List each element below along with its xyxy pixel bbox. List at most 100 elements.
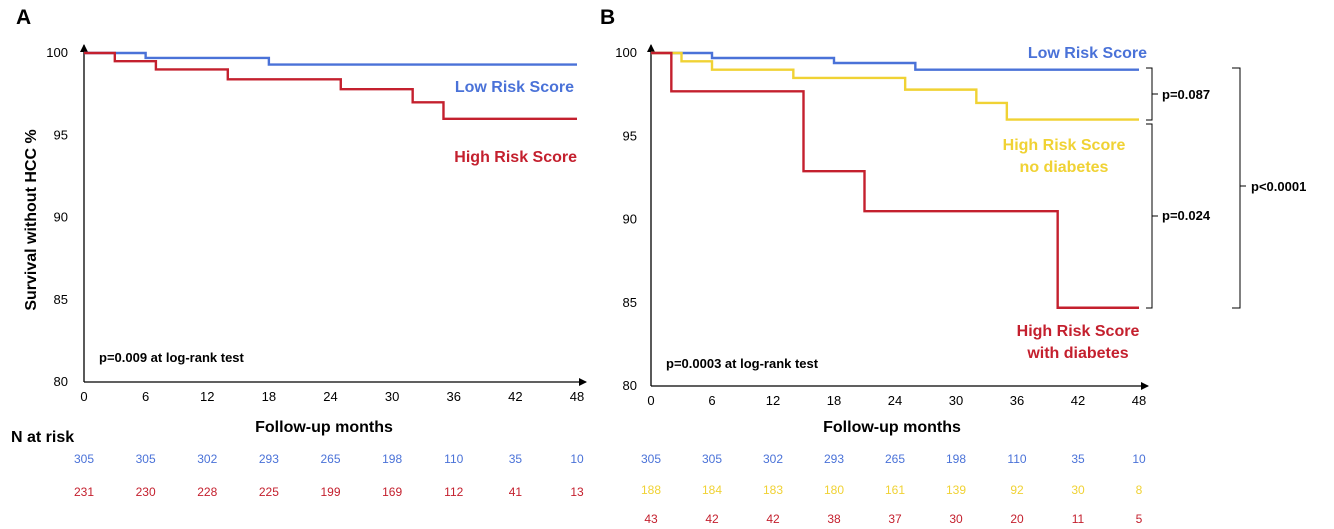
logrank-annotation: p=0.0003 at log-rank test (666, 356, 819, 371)
risk-count: 92 (1010, 483, 1024, 497)
bracket-low-vs-nodiab (1146, 67, 1153, 121)
y-tick-label: 100 (615, 45, 637, 60)
x-tick-label: 48 (1132, 393, 1146, 408)
legend-low-risk: Low Risk Score (1028, 45, 1147, 62)
x-tick-label: 0 (647, 393, 654, 408)
risk-count: 161 (885, 483, 905, 497)
y-tick-label: 80 (623, 378, 637, 393)
risk-count: 8 (1136, 483, 1143, 497)
x-tick-label: 6 (708, 393, 715, 408)
logrank-annotation: p=0.009 at log-rank test (99, 350, 245, 365)
y-tick-label: 90 (54, 210, 68, 225)
risk-count: 43 (644, 512, 658, 526)
km-curve-high-risk-score (84, 51, 577, 120)
risk-count: 183 (763, 483, 783, 497)
x-tick-label: 12 (766, 393, 780, 408)
risk-count: 10 (1132, 452, 1146, 466)
risk-count: 112 (444, 485, 463, 499)
legend-high-risk: High Risk Score (454, 149, 577, 166)
risk-count: 198 (946, 452, 966, 466)
risk-count: 38 (827, 512, 841, 526)
legend-high-no-diabetes-line1: High Risk Score (1003, 137, 1126, 154)
risk-count: 302 (197, 452, 217, 466)
x-tick-label: 24 (323, 389, 337, 404)
legend-high-with-diabetes-line1: High Risk Score (1017, 323, 1140, 340)
x-tick-label: 18 (262, 389, 276, 404)
risk-count: 41 (509, 485, 523, 499)
risk-count: 42 (705, 512, 719, 526)
risk-count: 42 (766, 512, 780, 526)
x-tick-label: 42 (1071, 393, 1085, 408)
risk-count: 110 (444, 452, 463, 466)
risk-table-label: N at risk (11, 429, 74, 446)
x-tick-label: 6 (142, 389, 149, 404)
p-value-overall: p<0.0001 (1251, 179, 1306, 194)
risk-count: 293 (824, 452, 844, 466)
risk-count: 20 (1010, 512, 1024, 526)
panel-letter-b: B (600, 6, 615, 29)
legend-high-no-diabetes-line2: no diabetes (1020, 159, 1109, 176)
y-tick-label: 95 (54, 127, 68, 142)
risk-count: 188 (641, 483, 661, 497)
risk-count: 228 (197, 485, 217, 499)
p-value-low-vs-nodiab: p=0.087 (1162, 87, 1210, 102)
risk-count: 110 (1007, 452, 1026, 466)
panel-letter-a: A (16, 6, 31, 29)
risk-count: 30 (949, 512, 963, 526)
y-tick-label: 95 (623, 128, 637, 143)
risk-count: 37 (888, 512, 902, 526)
risk-count: 265 (320, 452, 340, 466)
risk-count: 225 (259, 485, 279, 499)
risk-count: 230 (136, 485, 156, 499)
risk-count: 198 (382, 452, 402, 466)
risk-count: 265 (885, 452, 905, 466)
x-tick-label: 48 (570, 389, 584, 404)
risk-count: 231 (74, 485, 94, 499)
x-tick-label: 36 (1010, 393, 1024, 408)
panel-b-chart: B Follow-up months p=0.0003 at log-rank … (600, 6, 1306, 526)
risk-count: 169 (382, 485, 402, 499)
risk-count: 10 (570, 452, 584, 466)
panel-a-chart: A Survival without HCC % Follow-up month… (11, 6, 587, 499)
risk-count: 305 (136, 452, 156, 466)
risk-count: 305 (702, 452, 722, 466)
km-curve-high-risk-score-with-diabetes (651, 51, 1139, 309)
km-curve-low-risk-score (651, 51, 1139, 71)
y-tick-label: 100 (46, 45, 68, 60)
risk-count: 13 (570, 485, 584, 499)
x-tick-label: 18 (827, 393, 841, 408)
km-curve-high-risk-score-no-diabetes (651, 51, 1139, 121)
risk-count: 11 (1072, 512, 1085, 526)
risk-count: 35 (1071, 452, 1085, 466)
y-tick-label: 90 (623, 212, 637, 227)
risk-count: 302 (763, 452, 783, 466)
risk-count: 180 (824, 483, 844, 497)
x-tick-label: 12 (200, 389, 214, 404)
x-tick-label: 0 (80, 389, 87, 404)
x-tick-label: 24 (888, 393, 902, 408)
x-tick-label: 42 (508, 389, 522, 404)
p-value-nodiab-vs-diab: p=0.024 (1162, 208, 1211, 223)
y-tick-label: 85 (623, 295, 637, 310)
km-curve-low-risk-score (84, 51, 577, 66)
risk-count: 184 (702, 483, 722, 497)
risk-count: 305 (641, 452, 661, 466)
y-tick-label: 80 (54, 374, 68, 389)
risk-count: 305 (74, 452, 94, 466)
risk-count: 30 (1071, 483, 1085, 497)
bracket-nodiab-vs-diab (1146, 123, 1153, 309)
y-axis-title: Survival without HCC % (23, 129, 40, 310)
bracket-overall (1232, 67, 1241, 309)
x-tick-label: 36 (447, 389, 461, 404)
y-tick-label: 85 (54, 292, 68, 307)
risk-count: 35 (509, 452, 523, 466)
legend-high-with-diabetes-line2: with diabetes (1026, 345, 1128, 362)
risk-count: 139 (946, 483, 966, 497)
x-axis-title: Follow-up months (823, 419, 961, 436)
risk-count: 293 (259, 452, 279, 466)
risk-count: 199 (320, 485, 340, 499)
legend-low-risk: Low Risk Score (455, 79, 574, 96)
x-tick-label: 30 (949, 393, 963, 408)
x-tick-label: 30 (385, 389, 399, 404)
